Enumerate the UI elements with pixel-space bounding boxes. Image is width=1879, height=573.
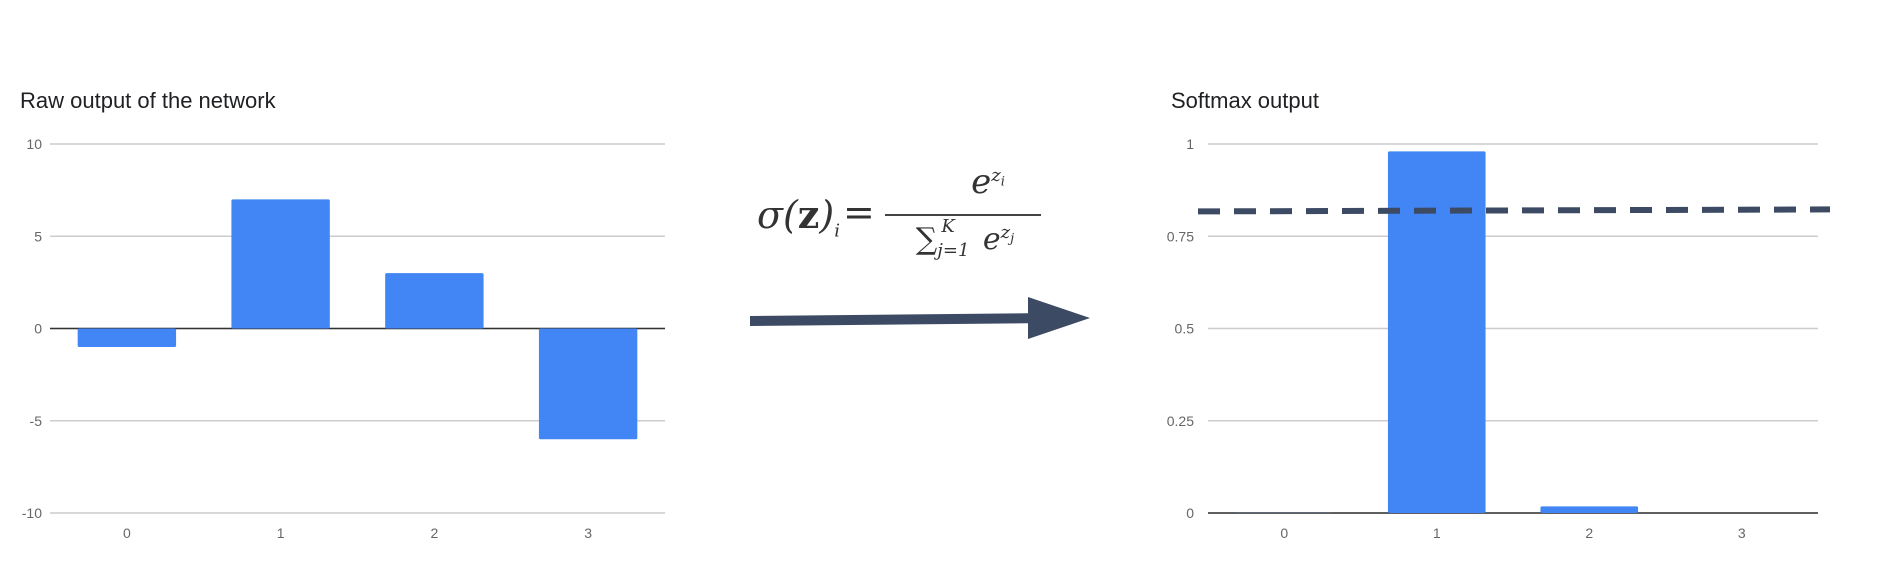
raw-y-tick-label: -5 xyxy=(30,413,43,429)
softmax-y-tick-label: 0.75 xyxy=(1167,228,1194,244)
arrow-head xyxy=(1028,297,1090,339)
softmax-y-tick-label: 0.25 xyxy=(1167,413,1194,429)
softmax-output-chart: 1 0.75 0.5 0.25 0 0 1 2 3 xyxy=(1167,136,1831,541)
raw-bar xyxy=(231,199,330,329)
softmax-threshold-line xyxy=(1197,206,1831,215)
raw-x-tick-label: 3 xyxy=(584,525,592,541)
right-chart-title: Softmax output xyxy=(1171,88,1319,113)
arrow-shaft xyxy=(750,313,1051,326)
softmax-x-tick-label: 0 xyxy=(1280,525,1288,541)
raw-bar xyxy=(538,328,638,440)
softmax-bar xyxy=(1540,506,1639,513)
softmax-x-tick-label: 1 xyxy=(1433,525,1441,541)
raw-y-tick-label: 0 xyxy=(34,321,42,337)
softmax-x-tick-label: 3 xyxy=(1738,525,1746,541)
softmax-formula: σ(z)i = ezi ∑j=1K ezj xyxy=(755,162,1045,280)
raw-output-chart: 10 5 0 -5 -10 0 1 2 3 xyxy=(22,136,665,541)
raw-y-tick-label: 10 xyxy=(26,136,42,152)
softmax-y-tick-label: 1 xyxy=(1186,136,1194,152)
softmax-bar xyxy=(1387,151,1486,513)
raw-bar xyxy=(77,328,177,347)
raw-bar xyxy=(385,273,484,329)
transform-arrow xyxy=(750,297,1090,339)
raw-x-tick-label: 0 xyxy=(123,525,131,541)
softmax-y-tick-label: 0.5 xyxy=(1175,321,1195,337)
softmax-y-tick-label: 0 xyxy=(1186,505,1194,521)
raw-y-tick-label: -10 xyxy=(22,505,42,521)
softmax-x-tick-label: 2 xyxy=(1585,525,1593,541)
raw-x-tick-label: 1 xyxy=(277,525,285,541)
left-chart-title: Raw output of the network xyxy=(20,88,276,113)
raw-x-tick-label: 2 xyxy=(430,525,438,541)
raw-y-tick-label: 5 xyxy=(34,228,42,244)
